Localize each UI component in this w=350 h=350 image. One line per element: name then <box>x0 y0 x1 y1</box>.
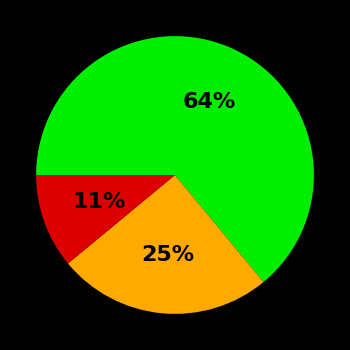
Text: 11%: 11% <box>72 192 126 212</box>
Text: 25%: 25% <box>141 245 194 265</box>
Text: 64%: 64% <box>183 92 236 112</box>
Wedge shape <box>36 175 175 264</box>
Wedge shape <box>68 175 264 314</box>
Wedge shape <box>36 36 314 282</box>
